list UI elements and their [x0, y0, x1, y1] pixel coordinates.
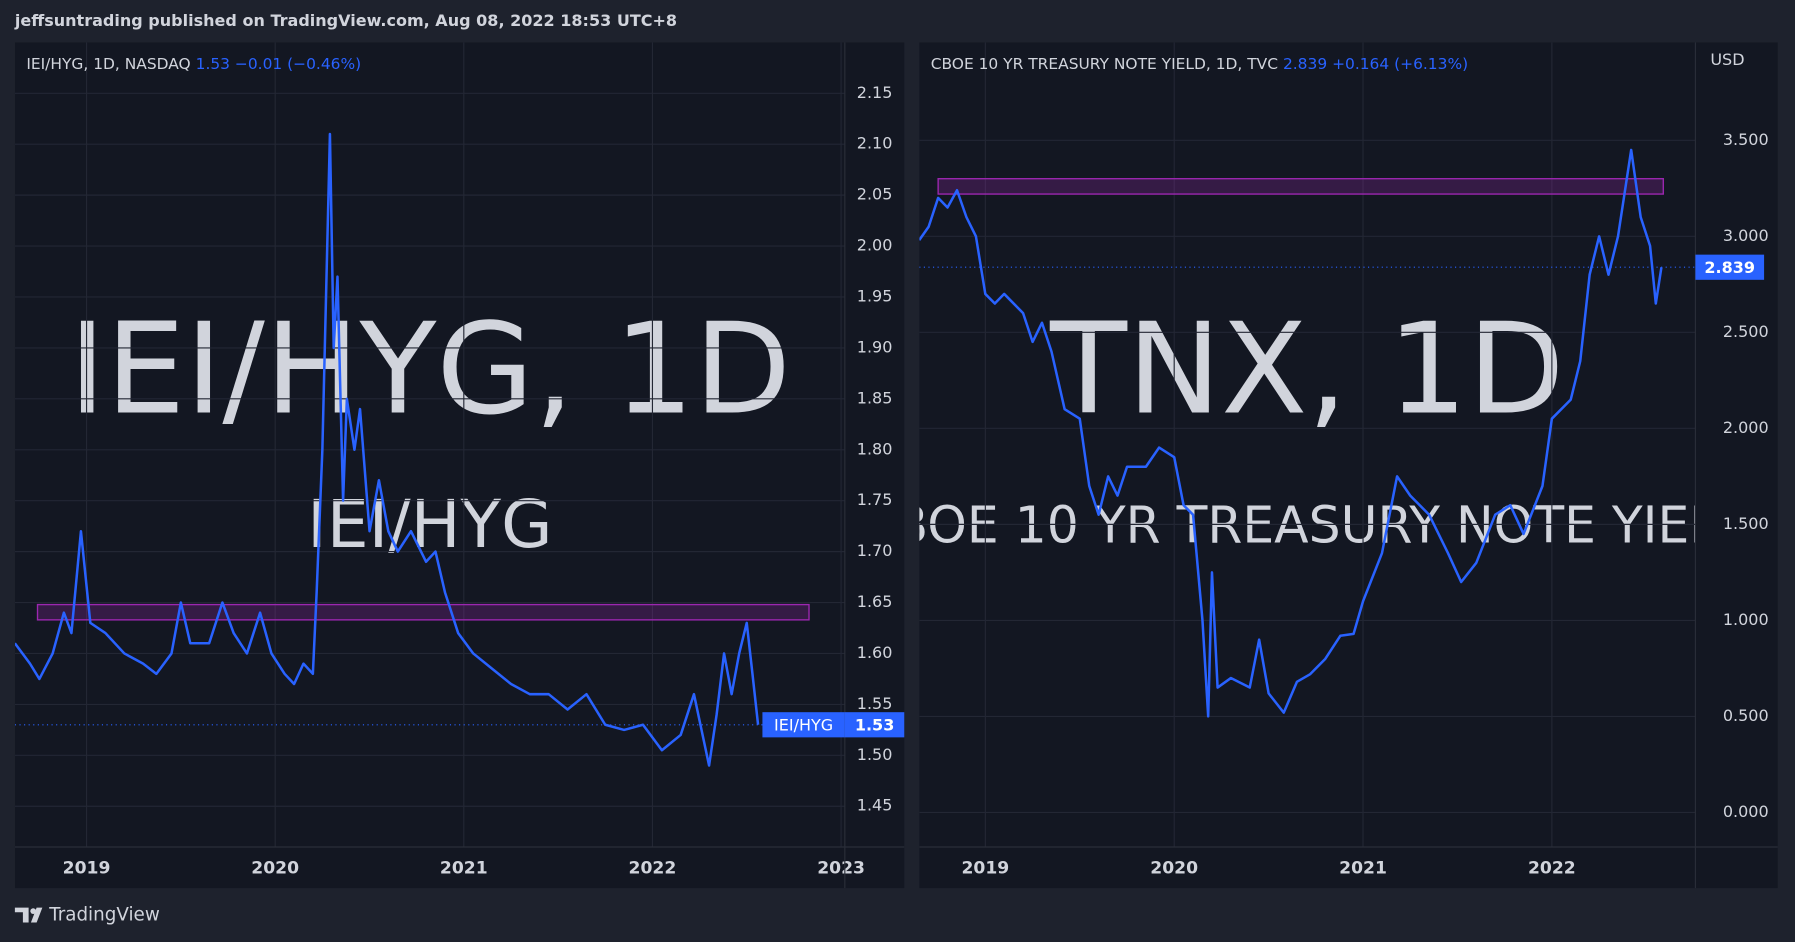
y-tick-label: 1.60	[857, 643, 893, 662]
y-tick-label: 1.50	[857, 745, 893, 764]
x-tick-label: 2019	[961, 859, 1009, 879]
y-tick-label: 2.15	[857, 83, 893, 102]
x-tick-label: 2020	[1150, 859, 1198, 879]
series-name: IEI/HYG	[774, 715, 833, 734]
y-tick-label: 2.00	[857, 236, 893, 255]
y-tick-label: 1.85	[857, 388, 893, 407]
y-tick-label: 1.95	[857, 286, 893, 305]
price-badge-label: 1.53	[855, 715, 895, 734]
tv-logo	[14, 907, 43, 923]
x-tick-label: 2022	[1528, 859, 1576, 879]
y-tick-label: 1.45	[857, 796, 893, 815]
panel-background	[919, 42, 1778, 889]
last-value: 2.839	[1283, 55, 1327, 73]
symbol-label: CBOE 10 YR TREASURY NOTE YIELD, 1D, TVC	[931, 55, 1278, 73]
series-badge	[762, 712, 845, 738]
y-tick-label: 2.000	[1723, 418, 1769, 437]
plot-area: IEI/HYG, 1D IEI/HYG	[14, 42, 845, 847]
y-tick-label: 1.500	[1723, 514, 1769, 533]
watermark-subtitle: IEI/HYG	[307, 485, 552, 563]
watermark-title: IEI/HYG, 1D	[69, 295, 792, 442]
x-tick-label: 2019	[63, 859, 111, 879]
x-tick-label: 2021	[440, 859, 488, 879]
price-badge	[1695, 254, 1765, 280]
publish-info: jeffsuntrading published on TradingView.…	[14, 11, 677, 30]
x-tick-label: 2023	[817, 859, 865, 879]
zone-box	[36, 603, 810, 621]
legend-header: IEI/HYG, 1D, NASDAQ 1.53 −0.01 (−0.46%)	[26, 55, 361, 73]
brand: TradingView	[48, 905, 160, 926]
price-line	[919, 148, 1663, 718]
y-unit: USD	[1710, 50, 1744, 69]
y-tick-label: 1.75	[857, 490, 893, 509]
y-tick-label: 2.10	[857, 134, 893, 153]
watermark-title: TNX, 1D	[1049, 295, 1564, 442]
y-tick-label: 1.55	[857, 694, 893, 713]
x-tick-label: 2020	[251, 859, 299, 879]
legend-header: CBOE 10 YR TREASURY NOTE YIELD, 1D, TVC …	[931, 55, 1468, 73]
y-tick-label: 1.90	[857, 337, 893, 356]
price-badge	[844, 712, 905, 738]
y-tick-label: 1.000	[1723, 610, 1769, 629]
y-tick-label: 0.500	[1723, 706, 1769, 725]
x-tick-label: 2022	[629, 859, 677, 879]
symbol-label: IEI/HYG, 1D, NASDAQ	[26, 55, 190, 73]
y-tick-label: 1.65	[857, 592, 893, 611]
panel-background	[14, 42, 905, 889]
change-label: −0.01 (−0.46%)	[235, 55, 361, 73]
y-tick-label: 2.05	[857, 185, 893, 204]
price-badge-label: 2.839	[1704, 258, 1755, 277]
last-value: 1.53	[196, 55, 230, 73]
chart-panel: IEI/HYG, 1D IEI/HYG 1.45 1.50 1.55 1.60 1.65 1.…	[14, 42, 905, 889]
y-tick-label: 3.000	[1723, 226, 1769, 245]
y-tick-label: 1.70	[857, 541, 893, 560]
y-tick-label: 2.500	[1723, 322, 1769, 341]
y-tick-label: 0.000	[1723, 802, 1769, 821]
change-label: +0.164 (+6.13%)	[1332, 55, 1468, 73]
zone-box	[937, 178, 1664, 195]
y-tick-label: 1.80	[857, 439, 893, 458]
y-tick-label: 3.500	[1723, 130, 1769, 149]
x-tick-label: 2021	[1339, 859, 1387, 879]
price-line	[14, 132, 760, 767]
